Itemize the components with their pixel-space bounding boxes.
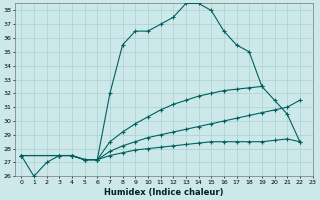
X-axis label: Humidex (Indice chaleur): Humidex (Indice chaleur): [104, 188, 223, 197]
